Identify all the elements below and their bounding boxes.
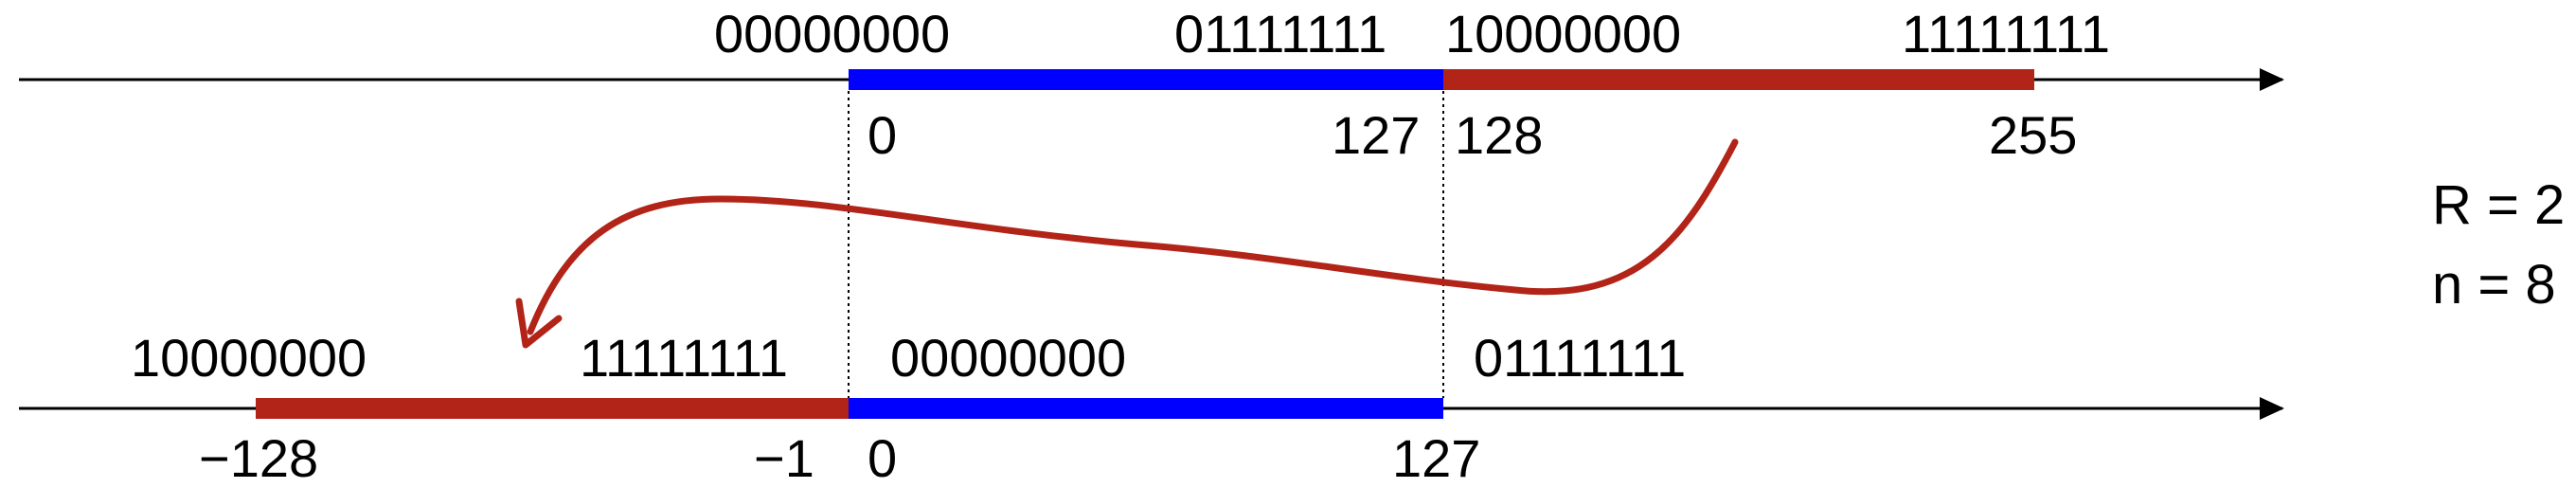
top-bits-127: 01111111: [1174, 4, 1387, 63]
top-bits-0: 00000000: [714, 4, 951, 63]
digits-label: n = 8: [2432, 254, 2556, 316]
bottom-bits-neg128: 10000000: [131, 328, 367, 388]
top-axis-arrow-icon: [2260, 68, 2284, 91]
bottom-axis-arrow-icon: [2260, 397, 2284, 420]
bottom-bits-127: 01111111: [1474, 328, 1687, 388]
bottom-value-neg1: −1: [754, 428, 814, 488]
bottom-value-0: 0: [868, 428, 898, 488]
bottom-value-neg128: −128: [199, 428, 319, 488]
wraparound-arrow-icon: [515, 298, 563, 349]
top-value-0: 0: [868, 105, 898, 165]
radix-label: R = 2: [2432, 174, 2566, 236]
wraparound-curve: [527, 138, 1739, 335]
top-bits-128: 10000000: [1445, 4, 1682, 63]
top-bits-255: 11111111: [1902, 4, 2111, 63]
bottom-bits-neg1: 11111111: [580, 328, 789, 388]
bottom-bits-0: 00000000: [890, 328, 1127, 388]
top-value-127: 127: [1332, 105, 1421, 165]
bottom-value-127: 127: [1392, 428, 1481, 488]
top-value-128: 128: [1455, 105, 1544, 165]
top-value-255: 255: [1989, 105, 2078, 165]
